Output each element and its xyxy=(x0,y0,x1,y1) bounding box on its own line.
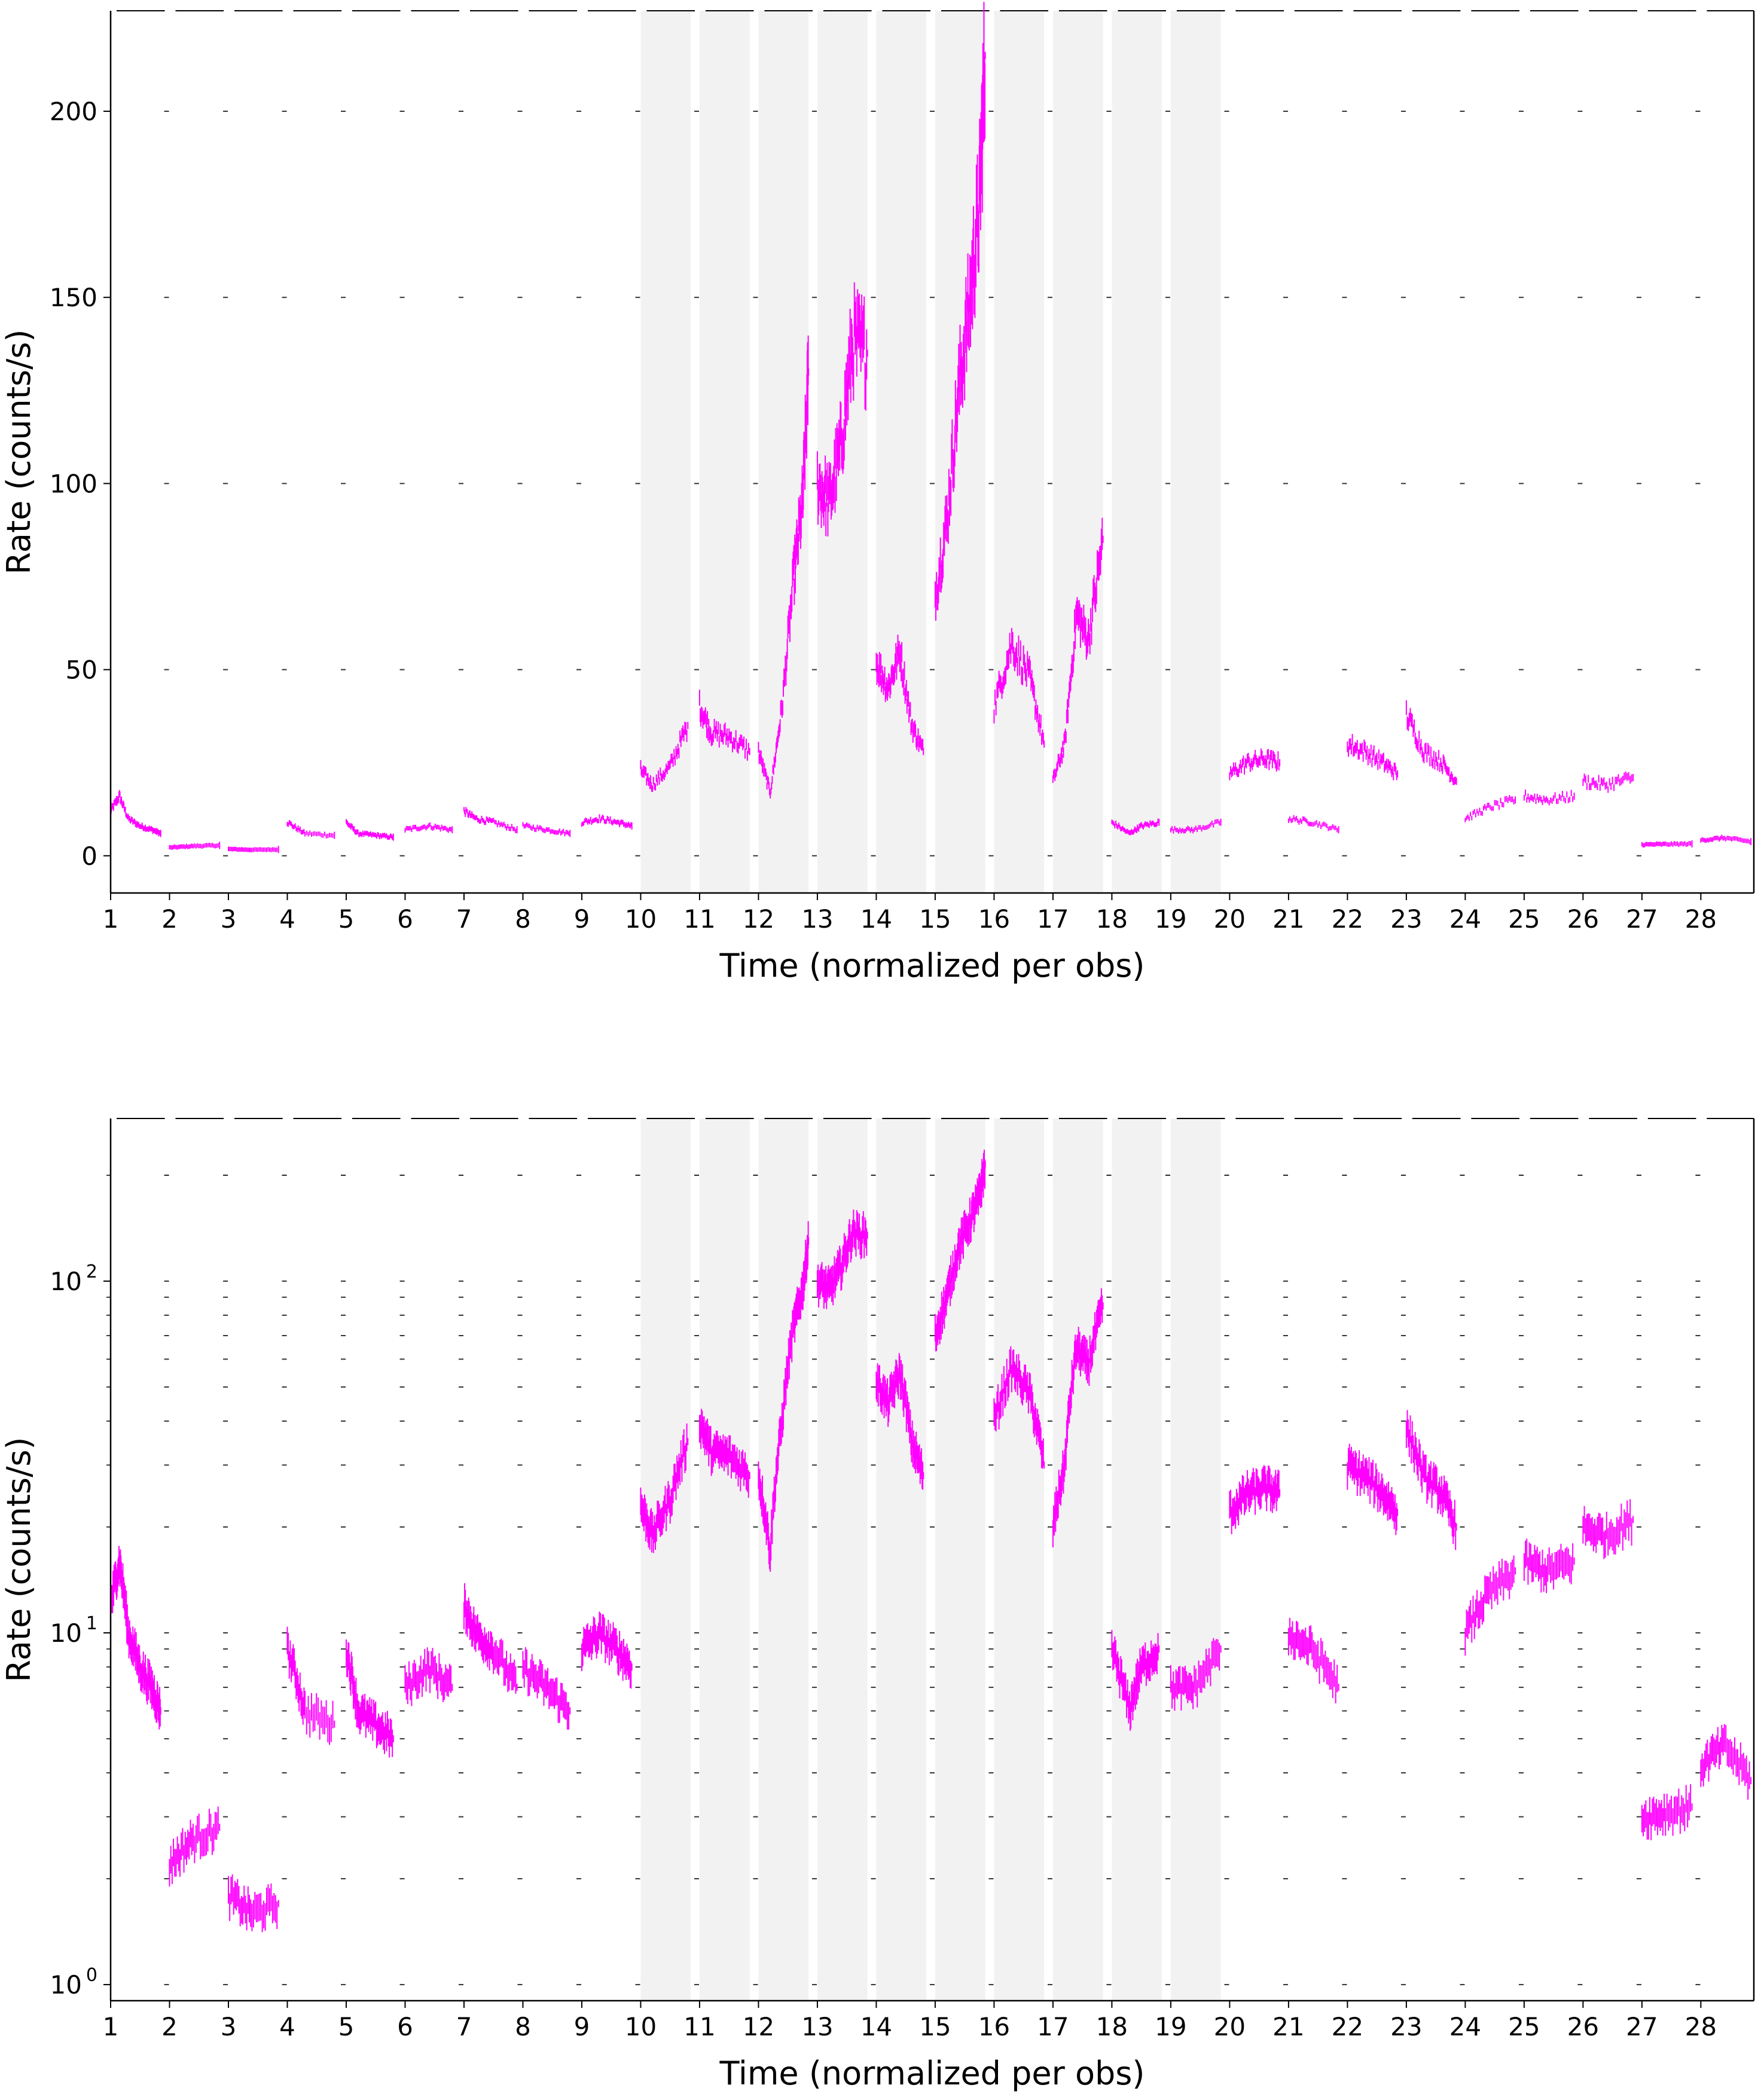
x-tick-label: 6 xyxy=(397,2012,413,2041)
x-tick-label: 19 xyxy=(1155,904,1186,934)
y-tick-label: 0 xyxy=(81,842,97,871)
x-tick-label: 22 xyxy=(1332,2012,1363,2041)
x-tick-label: 2 xyxy=(161,2012,178,2041)
x-tick-label: 23 xyxy=(1390,904,1422,934)
shaded-band-obs-16 xyxy=(994,11,1045,893)
shaded-band-obs-16 xyxy=(994,1118,1045,2001)
x-tick-label: 26 xyxy=(1567,904,1599,934)
chart-panel-2: 1 2 3 4 5 6 7 8 9 10 11 12 13 14 15 16 17 18 19 20 21 22 23 24 2… xyxy=(0,1118,1755,2092)
x-tick-label: 3 xyxy=(221,904,237,934)
x-tick-label: 2 xyxy=(161,904,178,934)
x-tick-label: 14 xyxy=(860,2012,892,2041)
x-tick-label: 1 xyxy=(103,904,119,934)
x-tick-label: 7 xyxy=(456,2012,472,2041)
x-tick-label: 1 xyxy=(103,2012,119,2041)
x-axis-label: Time (normalized per obs) xyxy=(719,2055,1145,2092)
x-tick-label: 24 xyxy=(1449,904,1481,934)
x-tick-label: 20 xyxy=(1214,2012,1246,2041)
x-tick-label: 15 xyxy=(919,2012,951,2041)
x-tick-label: 27 xyxy=(1626,904,1658,934)
shaded-band-obs-19 xyxy=(1170,11,1221,893)
x-tick-label: 27 xyxy=(1626,2012,1658,2041)
shaded-band-obs-14 xyxy=(876,1118,927,2001)
y-tick-label: 10 xyxy=(50,1619,82,1648)
x-tick-label: 24 xyxy=(1449,2012,1481,2041)
x-tick-label: 28 xyxy=(1685,2012,1717,2041)
x-tick-label: 8 xyxy=(515,2012,531,2041)
y-tick-exponent: 1 xyxy=(86,1613,97,1634)
x-tick-label: 18 xyxy=(1096,2012,1128,2041)
y-axis-label: Rate (counts/s) xyxy=(0,1437,38,1683)
x-tick-label: 18 xyxy=(1096,904,1128,934)
x-tick-label: 14 xyxy=(860,904,892,934)
x-tick-label: 15 xyxy=(919,904,951,934)
shaded-band-obs-18 xyxy=(1112,1118,1162,2001)
x-tick-label: 4 xyxy=(279,904,295,934)
y-tick-exponent: 0 xyxy=(86,1965,97,1986)
x-axis-label: Time (normalized per obs) xyxy=(719,947,1145,985)
x-tick-label: 13 xyxy=(801,2012,833,2041)
chart-panel-1: 1 2 3 4 5 6 7 8 9 10 11 12 13 14 15 16 17 18 19 20 21 22 23 24 2… xyxy=(0,2,1755,985)
x-tick-label: 23 xyxy=(1390,2012,1422,2041)
x-tick-label: 7 xyxy=(456,904,472,934)
x-tick-label: 20 xyxy=(1214,904,1246,934)
y-tick-label: 10 xyxy=(50,1267,82,1296)
x-tick-label: 10 xyxy=(625,2012,657,2041)
shaded-band-obs-17 xyxy=(1052,11,1103,893)
shaded-band-obs-14 xyxy=(876,11,927,893)
shaded-band-obs-11 xyxy=(699,11,750,893)
x-tick-label: 9 xyxy=(574,2012,590,2041)
x-tick-label: 25 xyxy=(1508,904,1540,934)
x-tick-label: 28 xyxy=(1685,904,1717,934)
shaded-band-obs-19 xyxy=(1170,1118,1221,2001)
x-tick-label: 26 xyxy=(1567,2012,1599,2041)
shaded-band-obs-17 xyxy=(1052,1118,1103,2001)
shaded-band-obs-15 xyxy=(935,11,985,893)
x-tick-label: 17 xyxy=(1037,904,1069,934)
x-tick-label: 5 xyxy=(338,2012,355,2041)
y-tick-label: 100 xyxy=(50,469,97,498)
shaded-band-obs-10 xyxy=(640,1118,691,2001)
y-tick-label: 50 xyxy=(66,656,97,685)
x-tick-label: 21 xyxy=(1272,2012,1304,2041)
shaded-band-obs-11 xyxy=(699,1118,750,2001)
x-tick-label: 19 xyxy=(1155,2012,1186,2041)
x-tick-label: 11 xyxy=(683,904,715,934)
x-tick-label: 12 xyxy=(743,904,774,934)
x-tick-label: 9 xyxy=(574,904,590,934)
x-tick-label: 16 xyxy=(978,904,1010,934)
x-tick-label: 12 xyxy=(743,2012,774,2041)
x-tick-label: 5 xyxy=(338,904,355,934)
x-tick-label: 10 xyxy=(625,904,657,934)
x-tick-label: 17 xyxy=(1037,2012,1069,2041)
x-tick-label: 6 xyxy=(397,904,413,934)
y-tick-label: 10 xyxy=(50,1970,82,2000)
y-tick-exponent: 2 xyxy=(86,1261,97,1282)
x-tick-label: 25 xyxy=(1508,2012,1540,2041)
x-tick-label: 16 xyxy=(978,2012,1010,2041)
shaded-band-obs-15 xyxy=(935,1118,985,2001)
x-tick-label: 13 xyxy=(801,904,833,934)
shaded-band-obs-12 xyxy=(758,1118,809,2001)
series-rate xyxy=(110,1150,1752,1933)
x-tick-label: 21 xyxy=(1272,904,1304,934)
shaded-band-obs-10 xyxy=(640,11,691,893)
x-tick-label: 3 xyxy=(221,2012,237,2041)
y-tick-label: 150 xyxy=(50,283,97,312)
x-tick-label: 8 xyxy=(515,904,531,934)
x-tick-label: 22 xyxy=(1332,904,1363,934)
y-axis-label: Rate (counts/s) xyxy=(0,330,38,575)
x-tick-label: 11 xyxy=(683,2012,715,2041)
y-tick-label: 200 xyxy=(50,97,97,126)
series-rate xyxy=(110,2,1752,854)
shaded-band-obs-18 xyxy=(1112,11,1162,893)
shaded-band-obs-12 xyxy=(758,11,809,893)
x-tick-label: 4 xyxy=(279,2012,295,2041)
